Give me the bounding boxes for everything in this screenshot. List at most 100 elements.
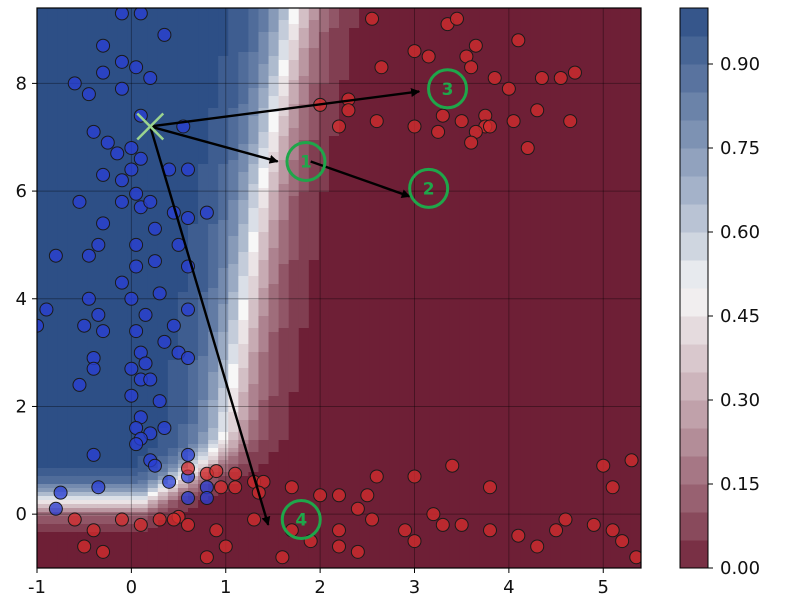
probability-cell <box>238 176 249 181</box>
probability-cell <box>439 220 451 225</box>
probability-cell <box>500 288 511 293</box>
probability-cell <box>349 284 360 289</box>
probability-cell <box>258 244 270 249</box>
probability-cell <box>228 88 239 93</box>
probability-cell <box>157 316 169 321</box>
probability-cell <box>218 168 229 173</box>
probability-cell <box>429 208 441 213</box>
probability-cell <box>37 92 48 97</box>
probability-cell <box>580 160 592 165</box>
probability-cell <box>439 168 451 173</box>
probability-cell <box>107 184 119 189</box>
probability-cell <box>459 132 471 137</box>
probability-cell <box>308 16 320 21</box>
probability-cell <box>600 256 612 261</box>
probability-cell <box>560 64 572 69</box>
probability-cell <box>500 152 511 157</box>
probability-cell <box>339 184 350 189</box>
probability-cell <box>238 20 249 25</box>
probability-cell <box>218 68 229 73</box>
probability-cell <box>298 56 310 61</box>
probability-cell <box>208 96 219 101</box>
probability-cell <box>610 288 622 293</box>
probability-cell <box>47 44 58 49</box>
probability-cell <box>389 168 400 173</box>
probability-cell <box>600 32 612 37</box>
probability-cell <box>238 100 249 105</box>
probability-cell <box>349 180 360 185</box>
probability-cell <box>600 88 612 93</box>
probability-cell <box>298 312 310 317</box>
probability-cell <box>137 300 149 305</box>
probability-cell <box>188 20 199 25</box>
probability-cell <box>177 180 189 185</box>
probability-cell <box>288 16 300 21</box>
probability-cell <box>298 20 310 25</box>
probability-cell <box>469 16 481 21</box>
probability-cell <box>570 160 582 165</box>
probability-cell <box>268 312 280 317</box>
probability-cell <box>137 180 149 185</box>
probability-cell <box>198 172 209 177</box>
probability-cell <box>379 164 390 169</box>
probability-cell <box>590 324 602 329</box>
probability-cell <box>268 136 280 141</box>
probability-cell <box>87 116 98 121</box>
probability-cell <box>228 272 239 277</box>
probability-cell <box>449 164 461 169</box>
probability-cell <box>268 152 280 157</box>
probability-cell <box>288 240 300 245</box>
probability-cell <box>67 108 78 113</box>
probability-cell <box>147 44 159 49</box>
probability-cell <box>218 20 229 25</box>
probability-cell <box>288 124 300 129</box>
probability-cell <box>288 92 300 97</box>
probability-cell <box>479 320 491 325</box>
probability-cell <box>349 104 360 109</box>
probability-cell <box>137 56 149 61</box>
probability-cell <box>298 252 310 257</box>
probability-cell <box>298 196 310 201</box>
probability-cell <box>449 132 461 137</box>
probability-cell <box>268 100 280 105</box>
probability-cell <box>479 52 491 57</box>
probability-cell <box>520 40 531 45</box>
probability-cell <box>590 100 602 105</box>
probability-cell <box>389 128 400 133</box>
probability-cell <box>258 48 270 53</box>
probability-cell <box>630 76 641 81</box>
probability-cell <box>389 124 400 129</box>
probability-cell <box>500 96 511 101</box>
probability-cell <box>147 164 159 169</box>
probability-cell <box>590 68 602 73</box>
probability-cell <box>147 48 159 53</box>
probability-cell <box>339 196 350 201</box>
probability-cell <box>208 128 219 133</box>
probability-cell <box>137 172 149 177</box>
probability-cell <box>610 60 622 65</box>
probability-cell <box>188 120 199 125</box>
probability-cell <box>570 196 582 201</box>
probability-cell <box>469 180 481 185</box>
probability-cell <box>308 128 320 133</box>
probability-cell <box>208 176 219 181</box>
probability-cell <box>469 304 481 309</box>
probability-cell <box>379 76 390 81</box>
probability-cell <box>77 144 88 149</box>
probability-cell <box>600 92 612 97</box>
probability-cell <box>490 268 501 273</box>
probability-cell <box>137 220 149 225</box>
probability-cell <box>238 236 249 241</box>
probability-cell <box>389 8 400 13</box>
probability-cell <box>147 288 159 293</box>
probability-cell <box>328 92 340 97</box>
probability-cell <box>248 216 260 221</box>
probability-cell <box>37 180 48 185</box>
probability-cell <box>77 8 88 13</box>
probability-cell <box>459 316 471 321</box>
probability-cell <box>349 120 360 125</box>
probability-cell <box>429 284 441 289</box>
probability-cell <box>288 184 300 189</box>
probability-cell <box>308 316 320 321</box>
probability-cell <box>459 332 471 337</box>
